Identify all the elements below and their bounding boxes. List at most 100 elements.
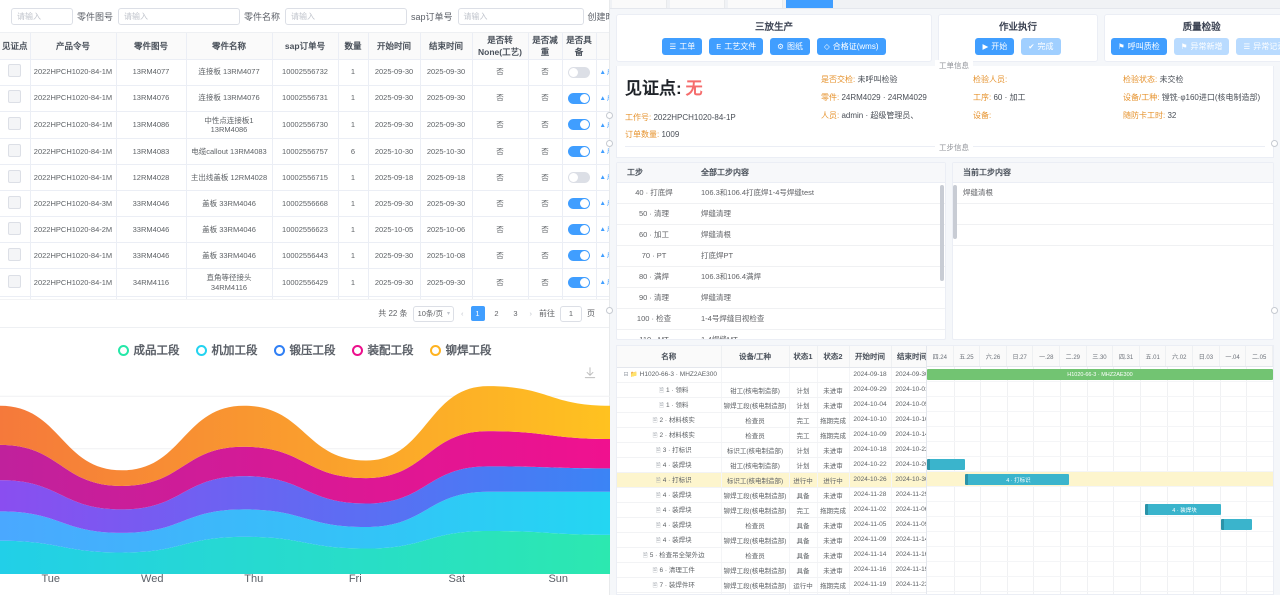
ready-toggle[interactable] (562, 139, 596, 165)
witness-point-button[interactable] (0, 243, 30, 269)
current-step-card[interactable]: 当前工步内容 焊缝清根 (952, 162, 1274, 340)
toggle-switch[interactable] (568, 146, 590, 157)
ready-toggle[interactable] (562, 111, 596, 139)
witness-mini-icon[interactable] (8, 144, 21, 157)
witness-mini-icon[interactable] (8, 248, 21, 261)
file-icon[interactable]: 🗎 (659, 403, 664, 409)
file-icon[interactable]: 🗎 (656, 538, 661, 544)
gantt-row[interactable]: 🗎 4 · 装焊块 钳工(核电制造部) 计划 未进审 2024-10-22 2024-10-… (617, 457, 927, 472)
legend-item-4[interactable]: 铆焊工段 (430, 342, 492, 358)
gantt-row[interactable]: 🗎 6 · 清理工件 铆焊工段(核电制造部) 具备 未进审 2024-11-16 2024-… (617, 562, 927, 577)
file-icon[interactable]: 🗎 (656, 508, 661, 514)
witness-point-button[interactable] (0, 269, 30, 297)
gantt-row[interactable]: 🗎7 · 装焊件环铆焊工段(核电制造部)具备未进审2024-11-222024-… (617, 592, 927, 594)
action-completeness[interactable]: ▲成套性 (600, 95, 610, 102)
gantt-row[interactable]: 🗎 5 · 检查吊全架外边 检查员 具备 未进审 2024-11-14 2024-11-16… (617, 547, 927, 562)
action-completeness[interactable]: ▲成套性 (600, 174, 610, 181)
table-row[interactable]: 2022HPCH1020-84-1M 12RM4028 主出线盖板 12RM4028… (0, 165, 609, 191)
parts-table-wrapper[interactable]: 见证点 产品令号 零件图号 零件名称 sap订单号 数量 开始时间 结束时间 是否转None(工… (0, 33, 609, 299)
file-icon[interactable]: 🗎 (653, 433, 658, 439)
gantt-bar[interactable] (1221, 519, 1252, 530)
witness-point-button[interactable] (0, 85, 30, 111)
gantt-timeline[interactable]: 四.24 五.25 六.26 日.27 一.28 二.29 三.30 四.31 五.01 六.02… (927, 346, 1273, 594)
action-completeness[interactable]: ▲成套性 (600, 200, 610, 207)
ready-toggle[interactable] (562, 217, 596, 243)
action-completeness[interactable]: ▲成套性 (600, 279, 610, 286)
witness-mini-icon[interactable] (8, 64, 21, 77)
witness-point-button[interactable] (0, 217, 30, 243)
step-row[interactable]: 60 · 加工 焊缝清根 (617, 224, 945, 245)
all-steps-card[interactable]: 工步 全部工步内容 40 · 打底焊 106.3和106.4打底焊1-4号焊缝te… (616, 162, 946, 340)
tab-1[interactable] (612, 0, 667, 8)
toggle-switch[interactable] (568, 119, 590, 130)
ready-toggle[interactable] (562, 165, 596, 191)
pagination-prev[interactable]: ‹ (459, 309, 466, 318)
search-input-part-drawing[interactable]: 请输入 (118, 8, 240, 25)
ops-button-1-1[interactable]: ✔ 完成 (1021, 38, 1060, 55)
gantt-bar[interactable]: H1020-66-3 · MHZ2AE300 (927, 369, 1273, 380)
resize-handle-left-mid[interactable] (606, 140, 613, 147)
search-input-part-name[interactable]: 请输入 (285, 8, 407, 25)
step-row[interactable]: 110 · MT 1-4焊缝MT (617, 329, 945, 340)
resize-handle-right-top[interactable] (1271, 140, 1278, 147)
step-row[interactable]: 40 · 打底焊 106.3和106.4打底焊1-4号焊缝test (617, 182, 945, 203)
step-row[interactable]: 50 · 清理 焊缝清理 (617, 203, 945, 224)
gantt-bar[interactable]: 4 · 装焊块 (1145, 504, 1221, 515)
step-row[interactable]: 70 · PT 打底焊PT (617, 245, 945, 266)
gantt-row[interactable]: 🗎 4 · 装焊块 铆焊工段(核电制造部) 完工 拖期完成 2024-11-02 2024-… (617, 502, 927, 517)
gantt-row[interactable]: 🗎 4 · 打标识 标识工(核电制造部) 进行中 进行中 2024-10-26 2024-1… (617, 472, 927, 487)
resize-handle-left-bottom[interactable] (606, 307, 613, 314)
gantt-row[interactable]: 🗎 1 · 领料 钳工(核电制造部) 计划 未进审 2024-09-29 2024-10-0… (617, 382, 927, 397)
step-row[interactable]: 100 · 检查 1-4号焊缝目视检查 (617, 308, 945, 329)
pagination-next[interactable]: › (528, 309, 535, 318)
search-input-sap-order[interactable]: 请输入 (458, 8, 584, 25)
legend-item-2[interactable]: 锻压工段 (274, 342, 336, 358)
witness-point-button[interactable] (0, 165, 30, 191)
step-row[interactable]: 80 · 满焊 106.3和106.4满焊 (617, 266, 945, 287)
file-icon[interactable]: 🗎 (643, 553, 648, 559)
toggle-switch[interactable] (568, 67, 590, 78)
witness-point-button[interactable] (0, 139, 30, 165)
current-step-row[interactable] (953, 203, 1273, 224)
witness-mini-icon[interactable] (8, 275, 21, 288)
gantt-row[interactable]: 🗎 4 · 装焊块 铆焊工段(核电制造部) 具备 未进审 2024-11-28 2024-1… (617, 487, 927, 502)
witness-mini-icon[interactable] (8, 117, 21, 130)
pagination-page-3[interactable]: 3 (509, 306, 523, 321)
table-row[interactable]: 2022HPCH1020-84-1M 13RM4076 连接板 13RM4076 10… (0, 85, 609, 111)
current-step-scrollbar[interactable] (953, 185, 957, 239)
resize-handle-left-top[interactable] (606, 112, 613, 119)
witness-mini-icon[interactable] (8, 196, 21, 209)
witness-point-button[interactable] (0, 191, 30, 217)
table-row[interactable]: 2022HPCH1020-84-3M 33RM4046 盖板 33RM4046 100… (0, 191, 609, 217)
table-row[interactable]: 2022HPCH1020-84-1M 34RM4116 直角等径接头 34RM411… (0, 269, 609, 297)
ready-toggle[interactable] (562, 59, 596, 85)
toggle-switch[interactable] (568, 250, 590, 261)
toggle-switch[interactable] (568, 93, 590, 104)
file-icon[interactable]: 🗎 (653, 418, 658, 424)
ready-toggle[interactable] (562, 269, 596, 297)
pagination-jump-input[interactable]: 1 (560, 306, 582, 322)
file-icon[interactable]: 🗎 (656, 493, 661, 499)
gantt-row[interactable]: 🗎 4 · 装焊块 铆焊工段(核电制造部) 具备 未进审 2024-11-09 2024-1… (617, 532, 927, 547)
witness-point-button[interactable] (0, 59, 30, 85)
gantt-bar[interactable] (927, 459, 965, 470)
table-row[interactable]: 2022HPCH1020-84-1M34RM4112压 板 34RM411210… (0, 297, 609, 300)
gantt-row[interactable]: 🗎 3 · 打标识 标识工(核电制造部) 计划 未进审 2024-10-18 2024-10… (617, 442, 927, 457)
witness-mini-icon[interactable] (8, 90, 21, 103)
file-icon[interactable]: 🗎 (656, 478, 661, 484)
toggle-switch[interactable] (568, 198, 590, 209)
ops-button-2-0[interactable]: ⚑ 呼叫质检 (1111, 38, 1167, 55)
legend-item-1[interactable]: 机加工段 (196, 342, 258, 358)
witness-mini-icon[interactable] (8, 170, 21, 183)
action-completeness[interactable]: ▲成套性 (600, 148, 610, 155)
ready-toggle[interactable] (562, 297, 596, 300)
gantt-row[interactable]: ⊟ 📁 H1020-66-3 · MHZ2AE300 2024-09-18 2024-… (617, 367, 927, 382)
step-row[interactable]: 90 · 清理 焊缝清理 (617, 287, 945, 308)
witness-point-button[interactable] (0, 111, 30, 139)
table-row[interactable]: 2022HPCH1020-84-1M 13RM4086 中性点连接板1 13RM40… (0, 111, 609, 139)
current-step-row[interactable]: 焊缝清根 (953, 182, 1273, 203)
legend-item-0[interactable]: 成品工段 (118, 342, 180, 358)
gantt-table[interactable]: 名称设备/工种状态1状态2开始时间结束时间天 ⊟ 📁H1020-66-3 · M… (617, 346, 927, 594)
legend-item-3[interactable]: 装配工段 (352, 342, 414, 358)
witness-point-button[interactable] (0, 297, 30, 300)
